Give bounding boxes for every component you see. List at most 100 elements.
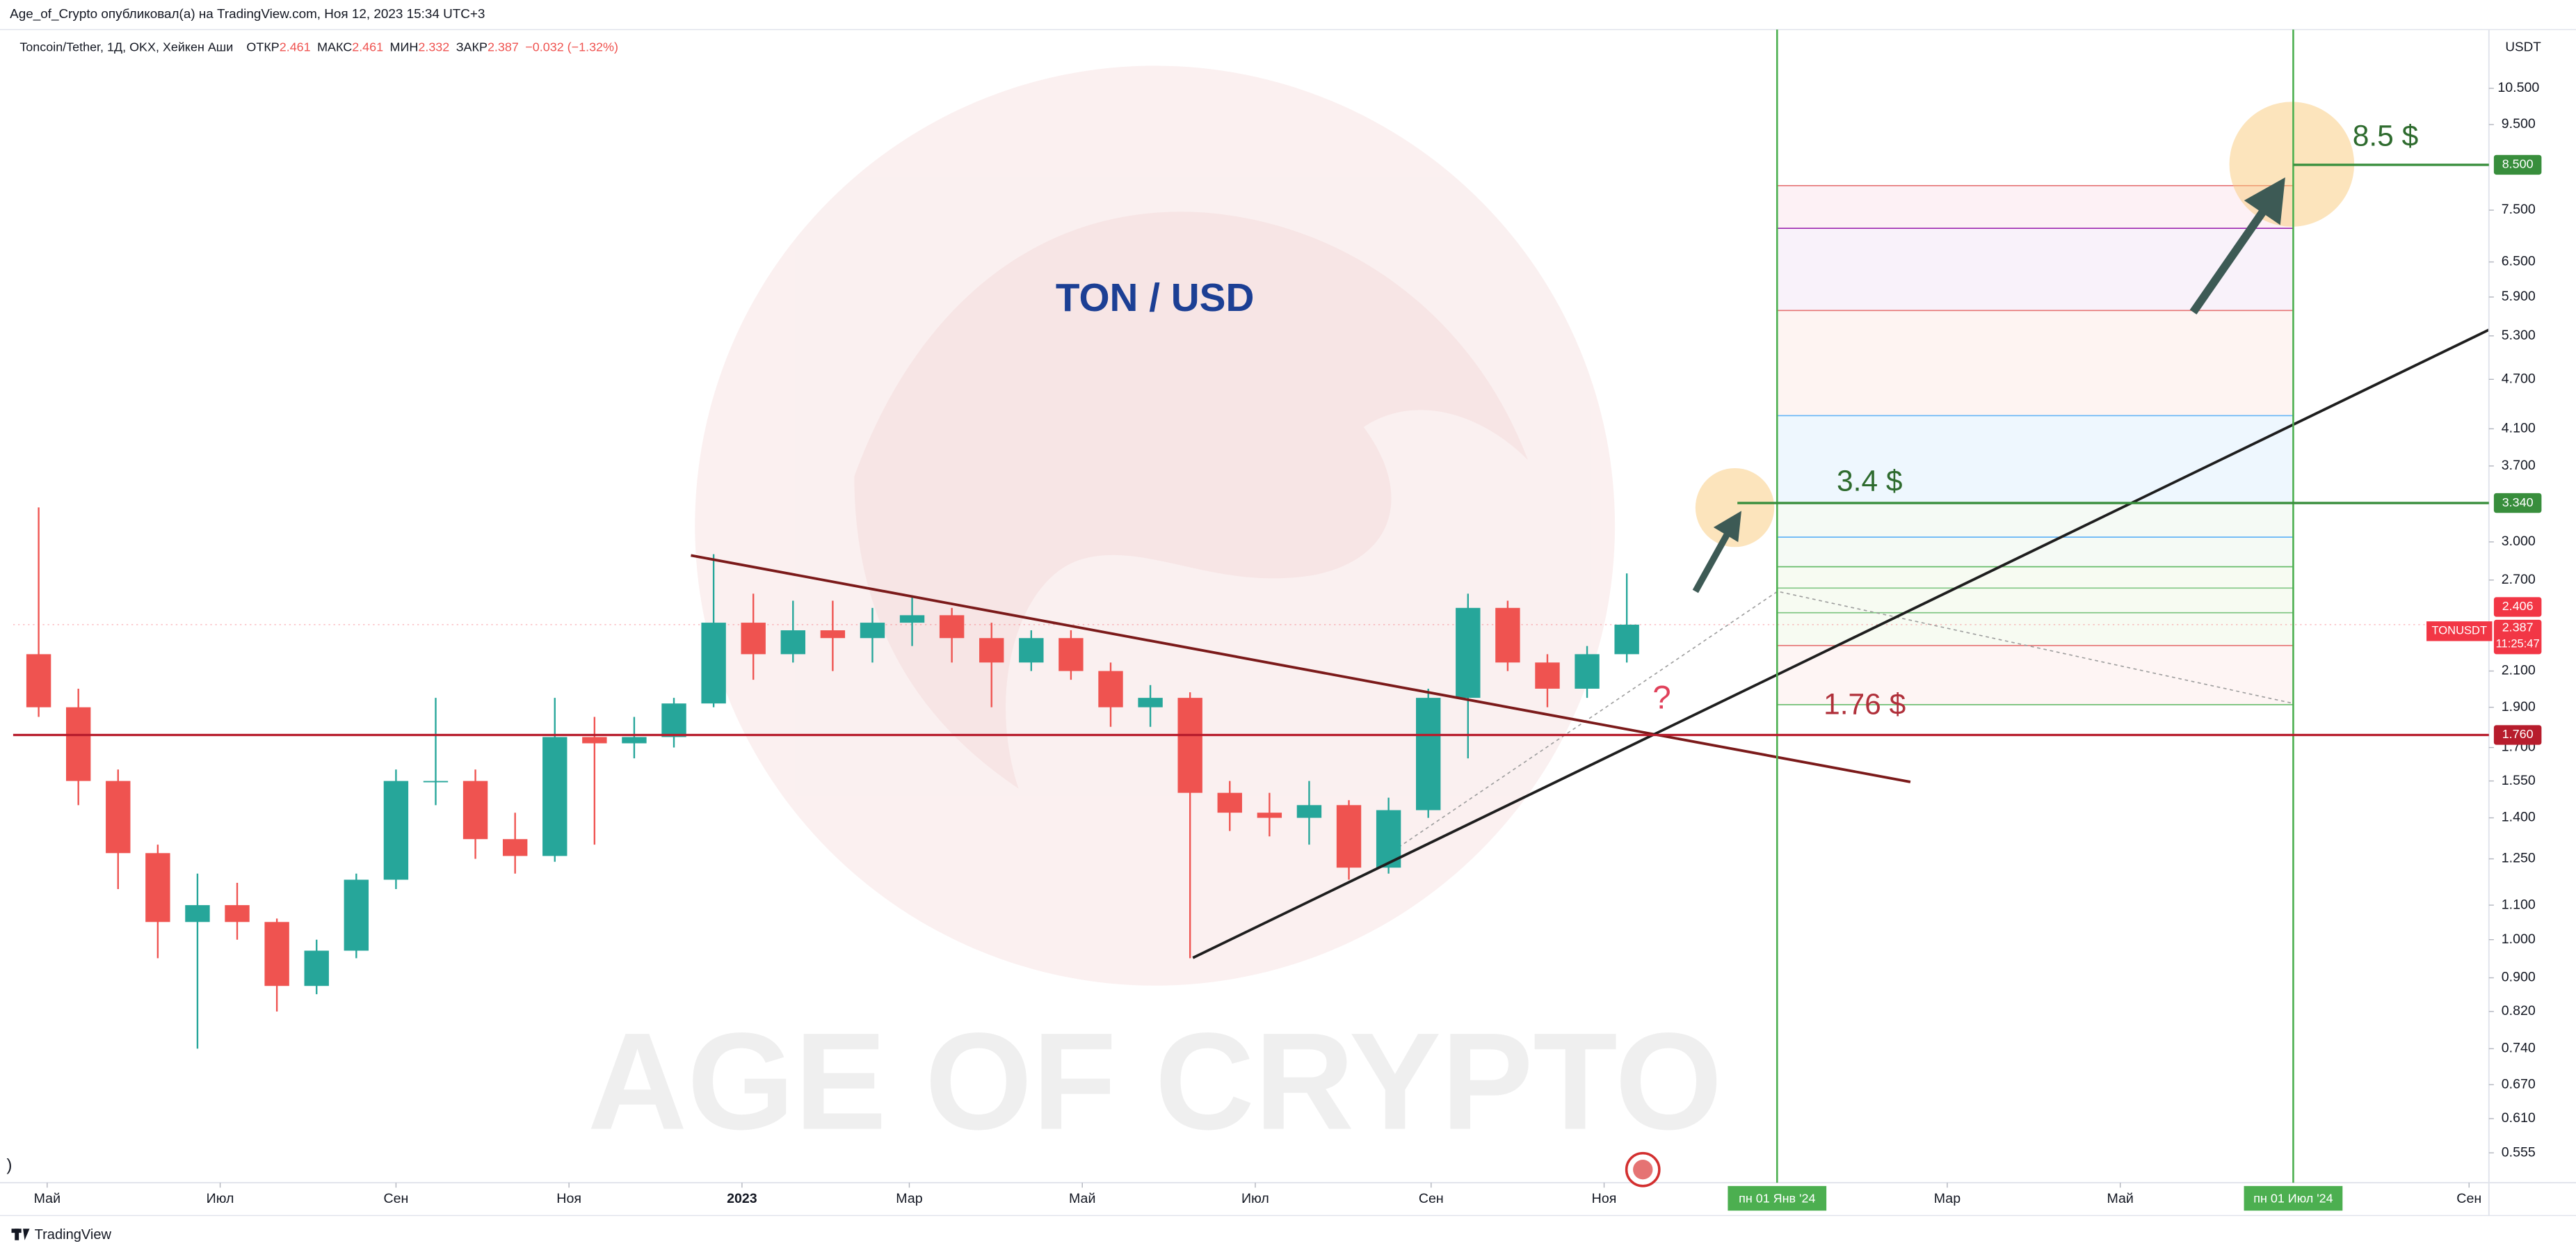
candle-body: [1535, 662, 1560, 689]
annotation: 3.4 $: [1837, 465, 1903, 497]
legend: Toncoin/Tether, 1Д, OKX, Хейкен Аши ОТКР…: [19, 40, 618, 54]
candle-body: [979, 638, 1004, 663]
candle-body: [1138, 698, 1163, 708]
logo-part: [23, 1229, 30, 1240]
trendline: [1192, 328, 2489, 959]
arrow-shaft: [2189, 207, 2268, 315]
y-tick-label: 2.100: [2502, 663, 2536, 678]
zone-band: [1777, 502, 2294, 567]
y-tick-label: 6.500: [2502, 254, 2536, 269]
annotation: 8.5 $: [2353, 120, 2419, 153]
price-tag: [2493, 619, 2542, 655]
y-tick-label: 1.900: [2502, 699, 2536, 714]
y-tick-label: 4.700: [2502, 371, 2536, 386]
date-tag: [1728, 1185, 1827, 1211]
x-tick-label: Май: [2107, 1191, 2133, 1206]
y-tick-label: 2.700: [2502, 572, 2536, 587]
candle-body: [145, 853, 170, 922]
y-tick-label: 4.100: [2502, 421, 2536, 436]
x-tick-label: Мар: [1934, 1191, 1961, 1206]
price-tag: [2493, 597, 2542, 617]
legend-key: ОТКР: [246, 40, 279, 54]
candle-body: [1456, 607, 1481, 698]
zone-band: [1777, 310, 2294, 416]
candle-body: [582, 737, 607, 744]
candle-body: [1495, 607, 1520, 663]
candle-body: [1058, 638, 1084, 671]
x-tick-label: Ноя: [556, 1191, 581, 1206]
x-tick-label: Май: [34, 1191, 61, 1206]
date-tag-label: пн 01 Янв '24: [1739, 1191, 1815, 1205]
arrow: [1692, 511, 1741, 593]
watermark-logo: [695, 65, 1616, 986]
plot-area: [13, 328, 2489, 1049]
y-tick-label: 1.100: [2502, 897, 2536, 912]
x-tick-label: Май: [1069, 1191, 1095, 1206]
arrow-head: [1713, 511, 1741, 543]
candle-body: [1098, 671, 1123, 708]
chart-title: TON / USD: [1056, 276, 1255, 320]
brand: TradingView: [35, 1227, 112, 1242]
x-tick-label: Сен: [383, 1191, 408, 1206]
candle-body: [225, 905, 250, 922]
candle-body: [423, 781, 449, 783]
y-tick-label: 0.740: [2502, 1041, 2536, 1056]
trendline: [691, 554, 1911, 783]
candle-body: [622, 737, 647, 744]
y-tick-label: 0.555: [2502, 1144, 2536, 1160]
annotation: 1.76 $: [1824, 689, 1906, 721]
zone-band: [1777, 566, 2294, 646]
arrow: [2189, 177, 2285, 315]
legend-value: 2.461: [280, 40, 311, 54]
zone-band: [1777, 185, 2294, 229]
y-tick-label: 1.000: [2502, 932, 2536, 947]
candle-body: [1177, 698, 1202, 793]
x-tick-label: Сен: [1419, 1191, 1444, 1206]
price-tag: [2493, 154, 2542, 175]
candle-body: [701, 623, 726, 704]
y-tick-label: 9.500: [2502, 116, 2536, 131]
date-tag: [2244, 1185, 2343, 1211]
candle-body: [462, 781, 488, 840]
price-tag-label: 2.387: [2502, 620, 2534, 634]
candle-body: [542, 737, 567, 856]
author-line: Age_of_Crypto опубликовал(а) на TradingV…: [10, 7, 485, 22]
candle-body: [661, 703, 686, 737]
symbol-tag-label: TONUSDT: [2432, 624, 2488, 637]
price-tag-label: 1.760: [2502, 727, 2534, 741]
candle-body: [264, 922, 289, 986]
y-tick-label: 0.820: [2502, 1003, 2536, 1018]
price-tag-label: 3.340: [2502, 495, 2534, 509]
price-tag: [2493, 725, 2542, 745]
countdown: 11:25:47: [2496, 637, 2540, 650]
watermark-text: AGE OF CRYPTO: [588, 1005, 1723, 1159]
x-tick-label: Сен: [2456, 1191, 2481, 1206]
y-tick-label: 7.500: [2502, 202, 2536, 217]
currency: USDT: [2505, 40, 2541, 54]
candle-body: [860, 623, 885, 639]
candle-body: [939, 615, 965, 639]
legend-value: 2.387: [488, 40, 519, 54]
arrow-shaft: [1692, 530, 1732, 593]
arrow-head: [2244, 177, 2285, 225]
x-tick-label: 2023: [727, 1191, 757, 1206]
annotation: ?: [1652, 679, 1671, 716]
y-tick-label: 1.550: [2502, 773, 2536, 788]
y-tick-label: 3.000: [2502, 534, 2536, 549]
candle-body: [820, 630, 846, 639]
x-tick-label: Мар: [896, 1191, 922, 1206]
candle-body: [344, 879, 369, 951]
y-tick-label: 5.900: [2502, 289, 2536, 304]
brand-logo: [11, 1229, 30, 1240]
price-tag-label: 2.406: [2502, 599, 2534, 613]
legend-key: МАКС: [317, 40, 352, 54]
candle-body: [304, 950, 329, 986]
candle-body: [741, 623, 766, 655]
candle-body: [780, 630, 805, 655]
candle-body: [1416, 698, 1441, 810]
symbol-tag: [2426, 621, 2493, 641]
candle-body: [185, 905, 210, 922]
scroll-marker: ): [6, 1157, 12, 1175]
legend-key: МИН: [390, 40, 419, 54]
